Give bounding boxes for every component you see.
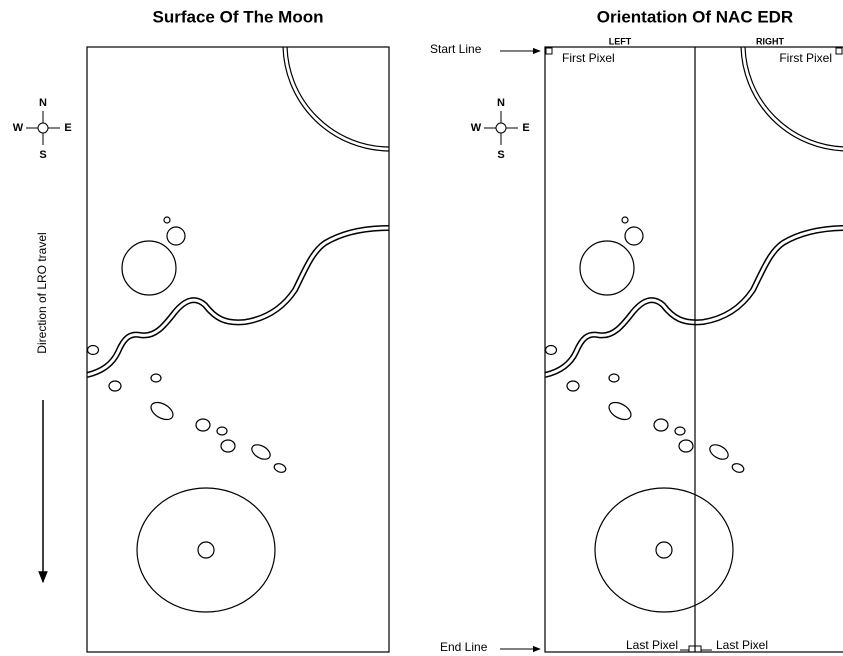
pixel-marker: [545, 47, 553, 55]
compass: [484, 111, 518, 145]
compass-n: N: [497, 97, 505, 109]
image-frame: [544, 46, 843, 653]
compass-e: E: [64, 122, 71, 134]
last-pixel-left: Last Pixel: [626, 638, 678, 652]
compass: [26, 111, 60, 145]
right-label: RIGHT: [756, 36, 785, 46]
pixel-marker: [835, 47, 843, 55]
moon-surface: [545, 0, 843, 612]
image-frame: [86, 46, 390, 653]
left-label: LEFT: [609, 36, 632, 46]
moon-surface: [87, 0, 497, 612]
compass-s: S: [497, 149, 504, 161]
pixel-marker: [694, 645, 702, 653]
first-pixel-left: First Pixel: [562, 51, 615, 65]
left-title: Surface Of The Moon: [153, 7, 324, 26]
compass-n: N: [39, 97, 47, 109]
pixel-marker: [688, 645, 696, 653]
direction-label: Direction of LRO travel: [35, 232, 49, 353]
end-line-label: End Line: [440, 640, 488, 654]
compass-w: W: [13, 122, 24, 134]
last-pixel-right: Last Pixel: [716, 638, 768, 652]
compass-s: S: [39, 149, 46, 161]
first-pixel-right: First Pixel: [779, 51, 832, 65]
compass-e: E: [522, 122, 529, 134]
right-title: Orientation Of NAC EDR: [597, 7, 793, 26]
start-line-label: Start Line: [430, 42, 482, 56]
compass-w: W: [471, 122, 482, 134]
